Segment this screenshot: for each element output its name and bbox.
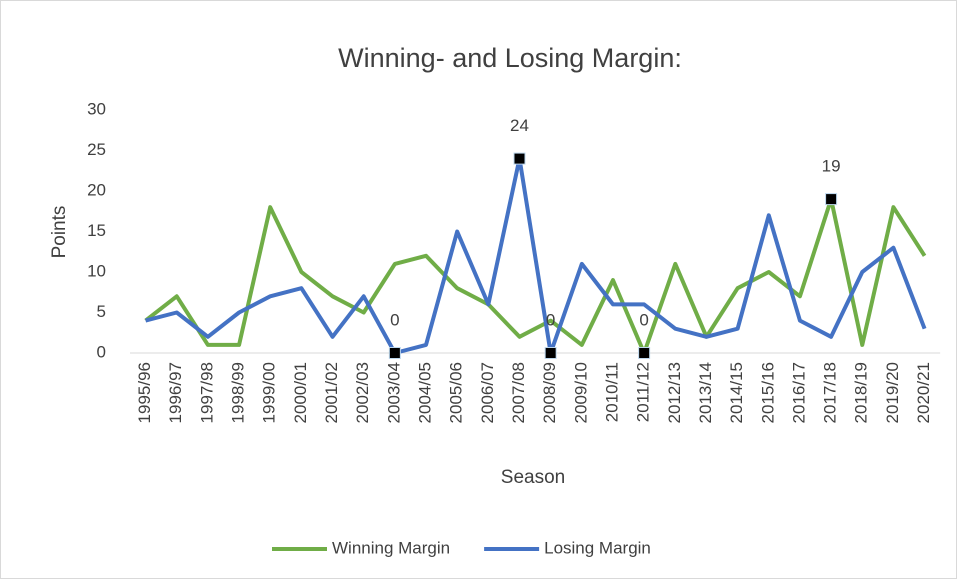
x-tick-label: 2006/07 [478, 362, 497, 423]
x-tick-label: 2018/19 [852, 362, 871, 423]
x-tick-label: 2003/04 [384, 362, 403, 423]
data-label: 19 [822, 157, 841, 176]
legend-label: Winning Margin [332, 538, 450, 557]
x-tick-label: 2001/02 [322, 362, 341, 423]
x-tick-label: 2013/14 [696, 362, 715, 423]
legend-label: Losing Margin [544, 538, 651, 557]
data-marker [544, 347, 557, 359]
series-line [144, 197, 927, 355]
x-tick-label: 2015/16 [758, 362, 777, 423]
data-marker [388, 347, 401, 359]
x-tick-label: 2007/08 [509, 362, 528, 423]
data-label: 24 [510, 116, 529, 135]
data-marker [513, 152, 526, 165]
x-tick-label: 2000/01 [291, 362, 310, 423]
x-axis-label: Season [501, 467, 565, 488]
y-tick-label: 0 [97, 342, 106, 361]
x-tick-label: 2016/17 [789, 362, 808, 423]
data-marker [825, 193, 838, 206]
x-tick-label: 2008/09 [540, 362, 559, 423]
x-tick-label: 1995/96 [135, 362, 154, 423]
x-tick-label: 2012/13 [665, 362, 684, 423]
x-tick-label: 2017/18 [821, 362, 840, 423]
y-tick-label: 15 [87, 221, 106, 240]
x-tick-label: 1996/97 [166, 362, 185, 423]
x-tick-label: 2004/05 [416, 362, 435, 423]
x-tick-label: 2011/12 [634, 362, 653, 422]
x-tick-label: 2005/06 [447, 362, 466, 423]
y-axis-label: Points [49, 206, 70, 259]
x-tick-label: 1997/98 [197, 362, 216, 423]
x-tick-label: 2014/15 [727, 362, 746, 423]
x-tick-label: 2010/11 [602, 362, 621, 422]
y-tick-label: 30 [87, 99, 106, 118]
y-tick-label: 25 [87, 140, 106, 159]
y-tick-label: 5 [97, 302, 106, 321]
data-marker [638, 347, 651, 359]
x-tick-label: 2002/03 [353, 362, 372, 423]
chart-title: Winning- and Losing Margin: [338, 43, 682, 73]
x-tick-label: 1999/00 [260, 362, 279, 423]
data-label: 0 [546, 310, 555, 329]
y-tick-label: 20 [87, 180, 106, 199]
series-line [145, 156, 927, 355]
x-tick-label: 2009/10 [571, 362, 590, 423]
data-label: 0 [390, 310, 399, 329]
x-tick-label: 2019/20 [883, 362, 902, 423]
x-tick-label: 2020/21 [914, 362, 933, 423]
y-tick-label: 10 [87, 261, 106, 280]
data-label: 0 [639, 310, 648, 329]
x-tick-label: 1998/99 [229, 362, 248, 423]
